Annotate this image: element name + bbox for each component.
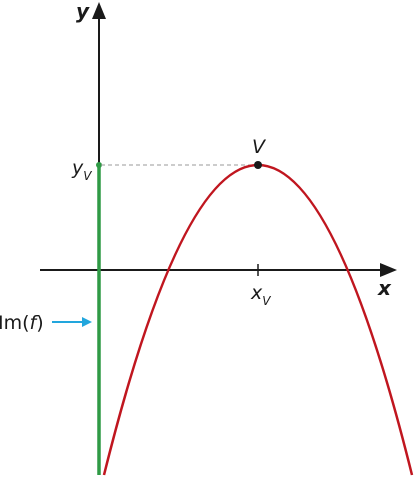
image-label-var: f <box>30 312 40 334</box>
image-arrow-head <box>82 317 92 327</box>
vertex-point <box>254 161 262 169</box>
xv-sub: V <box>262 294 271 308</box>
parabola-curve <box>102 164 414 476</box>
yv-point <box>96 162 102 168</box>
y-axis-label: y <box>76 0 90 23</box>
image-label: Im(f) <box>0 312 44 334</box>
x-axis-label: x <box>377 276 392 300</box>
yv-label: yV <box>71 157 92 183</box>
x-axis-arrowhead <box>380 263 397 277</box>
xv-label: xV <box>250 282 271 308</box>
xv-main: x <box>250 282 263 304</box>
yv-main: y <box>71 157 84 179</box>
image-label-suffix: ) <box>36 312 43 334</box>
vertex-label: V <box>252 136 267 158</box>
y-axis-arrowhead <box>92 2 106 19</box>
image-label-prefix: Im( <box>0 312 30 334</box>
yv-sub: V <box>83 169 92 183</box>
